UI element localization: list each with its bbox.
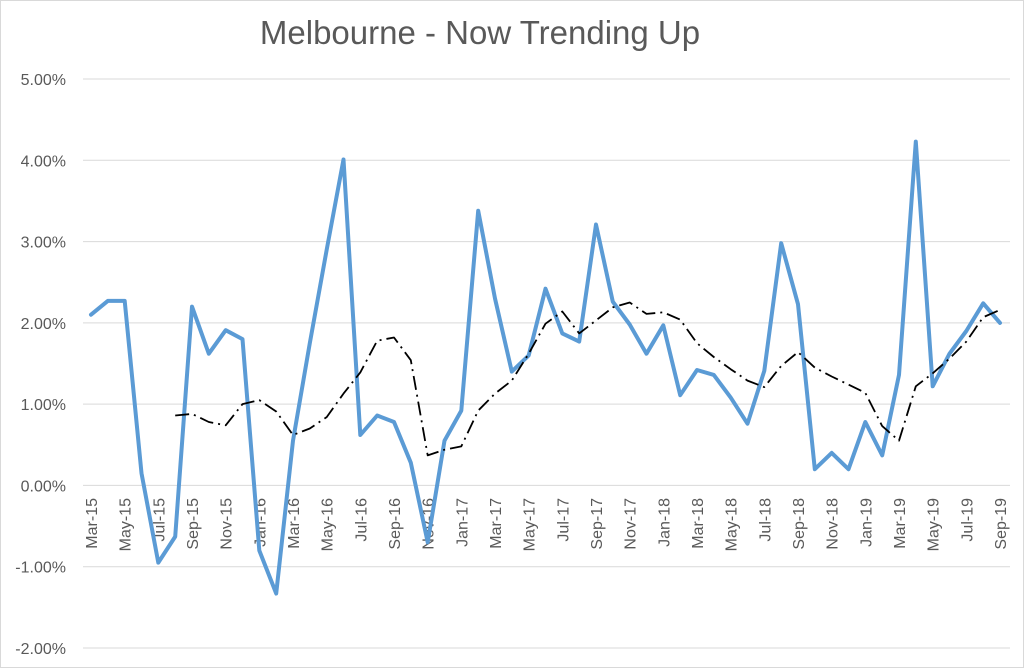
x-tick-label: Sep-17 — [589, 498, 606, 550]
y-tick-label: 3.00% — [21, 235, 66, 252]
x-tick-label: Jan-17 — [454, 498, 471, 547]
x-tick-label: Mar-16 — [286, 498, 303, 549]
x-tick-label: Jul-19 — [959, 498, 976, 542]
y-axis-tick-labels: -2.00% -1.00% 0.00% 1.00% 2.00% 3.00% 4.00% 5.0… — [15, 72, 66, 658]
y-tick-label: -1.00% — [15, 560, 66, 577]
x-tick-label: Sep-19 — [993, 498, 1010, 550]
x-tick-label: Jul-16 — [353, 498, 370, 542]
x-tick-label: Sep-16 — [387, 498, 404, 550]
x-tick-label: Mar-18 — [690, 498, 707, 549]
x-tick-label: Jul-15 — [151, 498, 168, 542]
y-tick-label: 5.00% — [21, 72, 66, 89]
series-line-2 — [175, 301, 1001, 457]
x-tick-label: May-18 — [724, 498, 741, 551]
x-tick-label: Jul-17 — [555, 498, 572, 542]
x-tick-label: Jan-18 — [656, 498, 673, 547]
x-tick-label: Mar-19 — [892, 498, 909, 549]
series-line-1 — [89, 139, 1002, 596]
x-tick-label: Mar-17 — [488, 498, 505, 549]
x-tick-label: Nov-17 — [623, 498, 640, 550]
series-lines — [89, 139, 1002, 596]
x-tick-label: Mar-15 — [84, 498, 101, 549]
x-tick-label: May-17 — [522, 498, 539, 551]
x-tick-label: Jan-19 — [858, 498, 875, 547]
y-tick-label: 1.00% — [21, 397, 66, 414]
gridlines — [83, 78, 1010, 649]
x-tick-label: Sep-15 — [185, 498, 202, 550]
x-tick-label: Sep-18 — [791, 498, 808, 550]
chart-title: Melbourne - Now Trending Up — [259, 14, 701, 51]
x-tick-label: May-19 — [926, 498, 943, 551]
x-tick-label: Nov-18 — [825, 498, 842, 550]
x-tick-label: May-15 — [118, 498, 135, 551]
x-tick-label: Jul-18 — [757, 498, 774, 542]
y-tick-label: 4.00% — [21, 153, 66, 170]
x-axis-tick-labels: Mar-15 May-15 Jul-15 Sep-15 Nov-15 Jan-16 Mar-… — [84, 498, 1010, 551]
y-tick-label: 0.00% — [21, 478, 66, 495]
y-tick-label: 2.00% — [21, 316, 66, 333]
x-tick-label: May-16 — [320, 498, 337, 551]
x-tick-label: Nov-15 — [219, 498, 236, 550]
y-tick-label: -2.00% — [15, 641, 66, 658]
